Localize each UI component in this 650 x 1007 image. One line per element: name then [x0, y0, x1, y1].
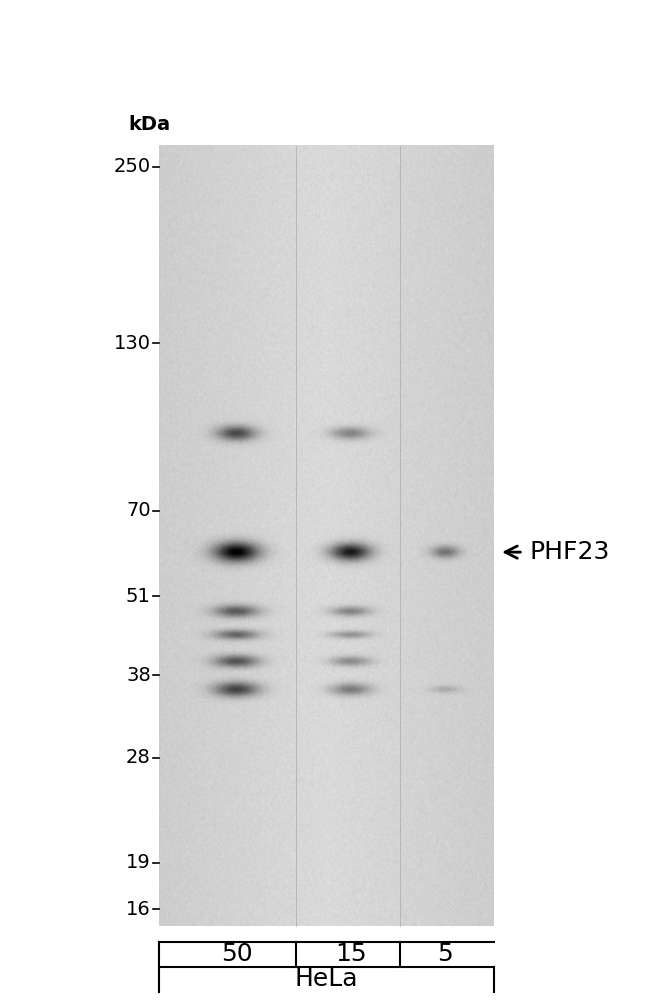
Text: 5: 5	[437, 943, 453, 966]
Text: kDa: kDa	[128, 115, 170, 134]
Text: 250: 250	[114, 157, 151, 176]
Text: 15: 15	[335, 943, 367, 966]
Text: 130: 130	[114, 334, 151, 352]
Text: 70: 70	[126, 501, 151, 520]
Text: HeLa: HeLa	[295, 968, 358, 991]
Text: 19: 19	[126, 853, 151, 872]
Text: 38: 38	[126, 666, 151, 685]
Text: 50: 50	[222, 943, 253, 966]
Text: 51: 51	[126, 586, 151, 605]
Text: PHF23: PHF23	[530, 540, 610, 564]
Text: 28: 28	[126, 748, 151, 767]
Text: 16: 16	[126, 899, 151, 918]
